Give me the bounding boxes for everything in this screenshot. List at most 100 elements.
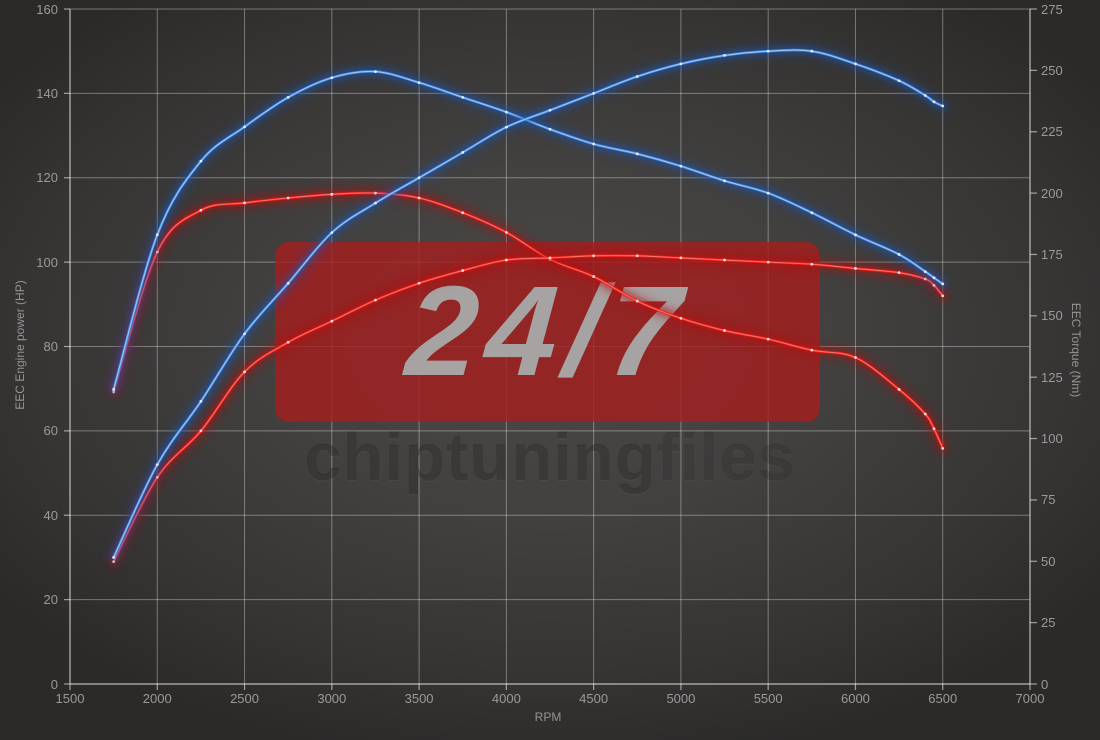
- data-point: [417, 281, 421, 285]
- data-point: [592, 142, 596, 146]
- y-right-tick-label: 25: [1041, 615, 1056, 631]
- data-point: [112, 556, 116, 559]
- data-point: [923, 94, 927, 97]
- data-point: [417, 176, 421, 180]
- y-right-tick-label: 225: [1041, 124, 1063, 140]
- data-point: [592, 275, 596, 278]
- x-axis-title: RPM: [534, 710, 562, 724]
- data-point: [286, 95, 290, 99]
- data-point: [854, 267, 857, 270]
- data-point: [854, 356, 857, 359]
- data-point: [199, 399, 203, 403]
- data-point: [461, 211, 465, 215]
- data-point: [243, 201, 246, 205]
- data-point: [504, 125, 508, 129]
- data-point: [723, 329, 726, 332]
- data-point: [155, 233, 159, 237]
- y-right-tick-label: 125: [1041, 369, 1063, 385]
- x-tick-label: 7000: [1015, 691, 1045, 706]
- data-point: [112, 388, 116, 391]
- data-point: [592, 254, 596, 258]
- x-tick-label: 5000: [666, 691, 696, 706]
- data-point: [766, 260, 770, 264]
- y-right-tick-label: 150: [1041, 308, 1063, 324]
- data-point: [330, 76, 334, 80]
- data-point: [723, 179, 726, 183]
- data-point: [679, 62, 683, 66]
- data-point: [679, 164, 683, 168]
- data-point: [923, 270, 927, 274]
- x-tick-label: 3500: [404, 691, 434, 706]
- x-tick-label: 4000: [491, 691, 521, 706]
- data-point: [932, 100, 936, 104]
- data-point: [723, 54, 726, 57]
- data-point: [897, 253, 901, 256]
- data-point: [635, 75, 639, 78]
- x-tick-label: 5500: [753, 691, 783, 706]
- data-point: [897, 79, 901, 83]
- watermark-brand-suffix: files: [656, 420, 796, 495]
- data-point: [374, 201, 377, 205]
- curve-blue_power_hp: [106, 43, 950, 565]
- data-point: [932, 427, 936, 431]
- data-point: [854, 62, 857, 66]
- y-right-tick-label: 0: [1041, 676, 1049, 692]
- y-right-tick-label: 275: [1041, 1, 1063, 17]
- data-point: [766, 49, 770, 53]
- data-point: [199, 159, 203, 163]
- y-left-tick-label: 140: [36, 85, 58, 101]
- data-point: [932, 276, 936, 280]
- data-point: [155, 463, 159, 467]
- curve-red_power_hp: [106, 248, 950, 569]
- data-point: [810, 262, 814, 266]
- data-point: [592, 91, 596, 95]
- data-point: [286, 281, 290, 285]
- y-left-tick-label: 120: [36, 170, 58, 186]
- data-point: [897, 388, 901, 391]
- y-left-tick-label: 80: [43, 339, 58, 354]
- data-point: [679, 316, 683, 320]
- data-point: [810, 348, 814, 352]
- data-point: [635, 152, 639, 156]
- y-right-axis-title: EEC Torque (Nm): [1069, 302, 1083, 398]
- y-left-tick-label: 160: [36, 1, 58, 17]
- data-point: [461, 269, 465, 272]
- data-point: [854, 233, 857, 237]
- data-point: [243, 370, 246, 374]
- data-point: [548, 127, 552, 131]
- data-point: [941, 446, 945, 450]
- data-point: [330, 319, 334, 323]
- data-point: [810, 49, 814, 53]
- y-left-tick-label: 60: [43, 423, 58, 439]
- data-point: [417, 196, 421, 200]
- data-point: [897, 271, 901, 275]
- data-point: [374, 298, 377, 302]
- data-point: [243, 125, 246, 129]
- data-point: [417, 81, 421, 85]
- data-point: [810, 211, 814, 215]
- x-tick-label: 4500: [579, 691, 609, 706]
- data-point: [766, 337, 770, 341]
- curve-blue_torque_nm: [106, 64, 950, 397]
- data-point: [766, 191, 770, 195]
- x-tick-label: 6500: [928, 691, 958, 706]
- data-point: [461, 151, 465, 154]
- data-point: [199, 208, 203, 212]
- y-left-tick-label: 20: [43, 592, 58, 608]
- data-point: [330, 192, 334, 196]
- data-point: [548, 256, 552, 260]
- data-point: [941, 282, 945, 286]
- y-left-tick-label: 100: [36, 254, 58, 270]
- data-point: [461, 95, 465, 99]
- data-point: [679, 256, 683, 260]
- curve-red_torque_nm: [106, 185, 950, 456]
- data-point: [243, 332, 246, 336]
- x-tick-label: 1500: [55, 691, 85, 706]
- x-tick-label: 6000: [840, 691, 870, 706]
- data-point: [330, 231, 334, 234]
- data-point: [941, 104, 945, 108]
- data-point: [286, 196, 290, 200]
- data-point: [923, 412, 927, 416]
- data-point: [635, 299, 639, 303]
